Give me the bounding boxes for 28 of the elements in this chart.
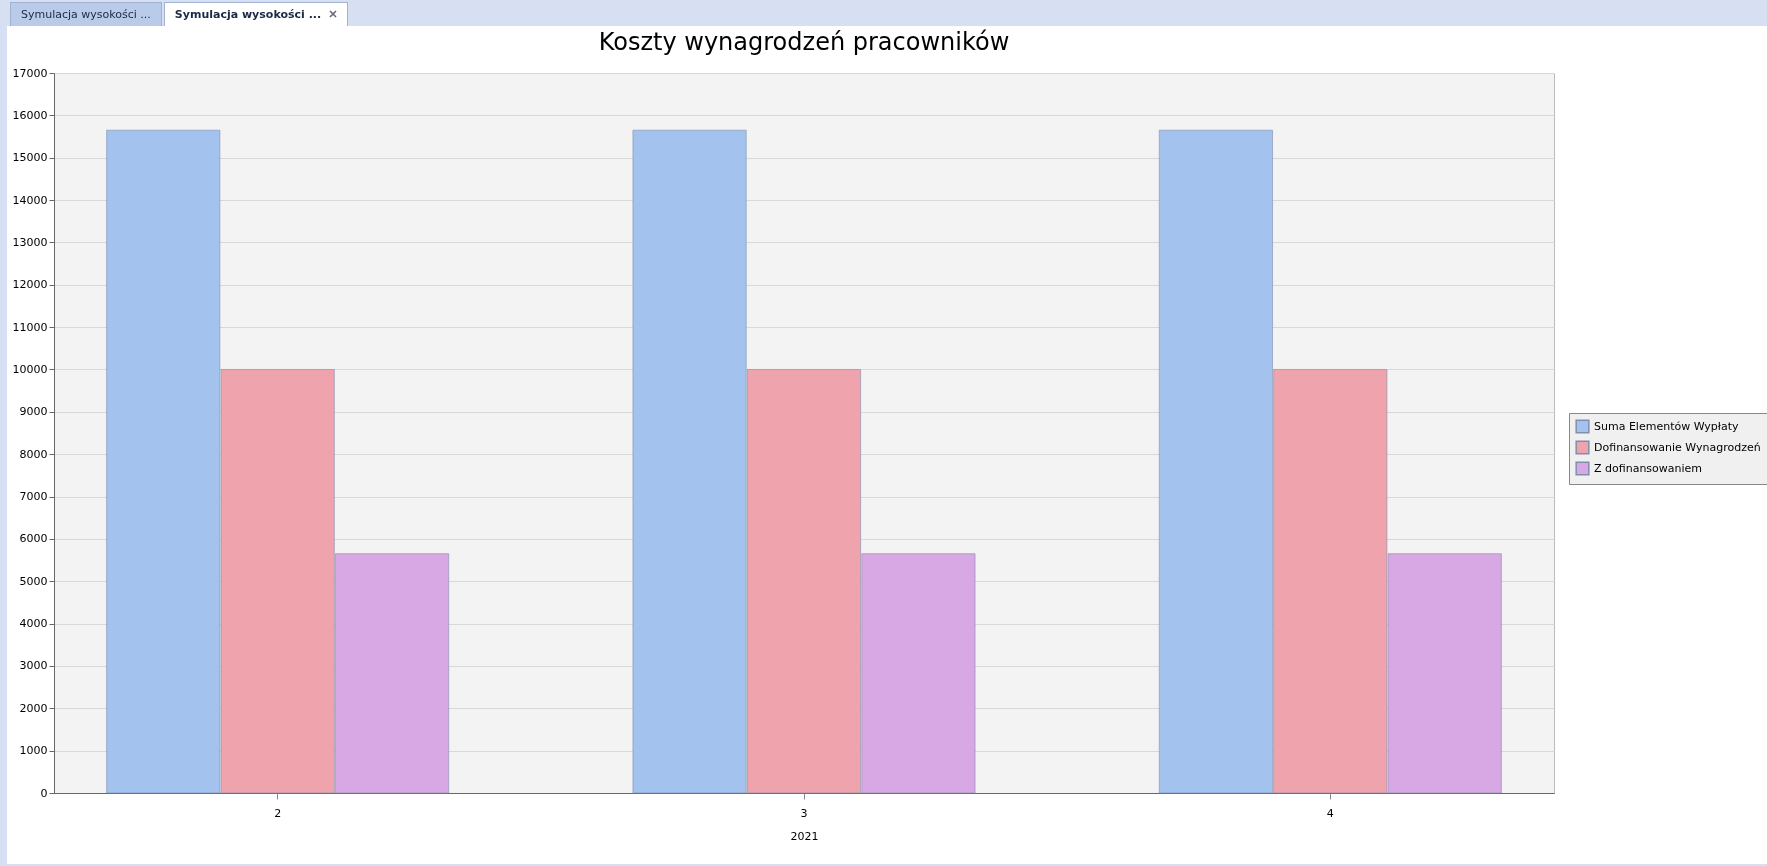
y-tick-label: 7000 — [19, 490, 48, 504]
y-tick-label: 14000 — [12, 193, 48, 207]
y-tick-label: 9000 — [19, 405, 48, 419]
text: Symulacja wysokości ... — [174, 8, 322, 21]
y-tick-label: 1000 — [19, 744, 48, 758]
y-tick-label: 12000 — [12, 278, 48, 292]
legend-label: Suma Elementów Wypłaty — [1594, 419, 1740, 433]
y-tick-label: 3000 — [19, 659, 48, 673]
y-tick-label: 8000 — [19, 447, 48, 461]
y-tick-label: 16000 — [12, 108, 48, 122]
chart-title: Koszty wynagrodzeń pracowników — [598, 28, 1010, 56]
text: Symulacja wysokości ... — [21, 8, 151, 21]
x-tick-label: 3 — [800, 806, 808, 820]
y-tick-label: 4000 — [19, 617, 48, 631]
x-axis-title: 2021 — [790, 829, 819, 843]
y-tick-label: 10000 — [12, 362, 48, 376]
y-tick-label: 0 — [40, 786, 48, 800]
x-tick-label: 2 — [274, 806, 282, 820]
y-tick-label: 11000 — [12, 320, 48, 334]
legend-label: Dofinansowanie Wynagrodzeń — [1594, 440, 1761, 454]
y-tick-label: 2000 — [19, 701, 48, 715]
y-tick-label: 5000 — [19, 574, 48, 588]
y-tick-label: 15000 — [12, 151, 48, 165]
y-tick-label: 6000 — [19, 532, 48, 546]
y-tick-label: 13000 — [12, 235, 48, 249]
x-tick-label: 4 — [1326, 806, 1334, 820]
legend-label: Z dofinansowaniem — [1594, 461, 1703, 475]
y-tick-label: 17000 — [12, 66, 48, 80]
